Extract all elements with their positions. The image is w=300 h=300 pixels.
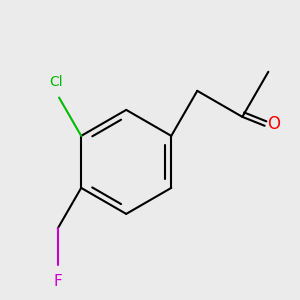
Text: F: F bbox=[53, 274, 62, 289]
Text: O: O bbox=[267, 115, 280, 133]
Text: Cl: Cl bbox=[49, 75, 63, 89]
